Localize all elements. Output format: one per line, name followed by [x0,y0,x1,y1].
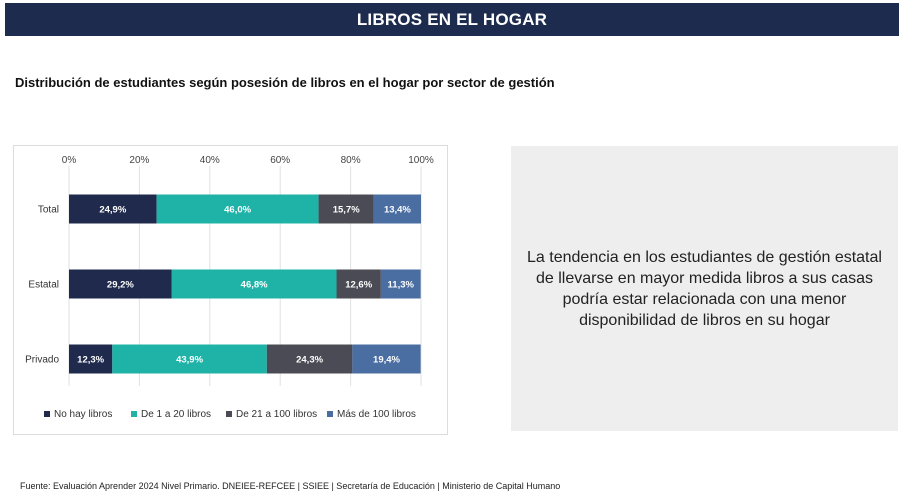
bar-segment [171,269,337,299]
stacked-bar-chart: 0% 20% 40% 60% 80% 100% Total 24,9% 46,0% 15,7% 13… [25,155,434,420]
bar-segment [112,344,267,374]
bar-segment [156,194,319,224]
note-panel: La tendencia en los estudiantes de gesti… [511,146,898,431]
bar-segment [373,194,421,224]
data-label: 12,6% [345,280,372,291]
bar-segment [69,269,172,299]
x-tick-label: 100% [408,155,434,166]
x-tick-label: 60% [270,155,290,166]
chart-subtitle: Distribución de estudiantes según posesi… [15,75,555,90]
legend-entry: De 21 a 100 libros [236,409,317,420]
page-title-banner: LIBROS EN EL HOGAR [5,3,899,36]
bar-segment [266,344,353,374]
chart-panel: 0% 20% 40% 60% 80% 100% Total 24,9% 46,0% 15,7% 13… [13,145,448,435]
legend-entry: Más de 100 libros [337,409,416,420]
data-label: 46,8% [241,280,268,291]
data-label: 12,3% [77,355,104,366]
data-label: 29,2% [107,280,134,291]
data-label: 15,7% [333,205,360,216]
data-label: 24,3% [296,355,323,366]
bar-segment [380,269,421,299]
note-text: La tendencia en los estudiantes de gesti… [527,248,882,329]
data-label: 11,3% [388,280,415,291]
x-tick-label: 0% [62,155,77,166]
bar-segment [318,194,374,224]
legend-swatch [327,411,333,417]
x-tick-label: 20% [129,155,149,166]
bar-segment [69,344,113,374]
page-title: LIBROS EN EL HOGAR [356,9,548,29]
category-label: Total [38,205,59,216]
data-label: 24,9% [99,205,126,216]
legend-swatch [44,411,50,417]
data-label: 43,9% [176,355,203,366]
data-label: 13,4% [384,205,411,216]
data-label: 19,4% [373,355,400,366]
bar-segment [352,344,421,374]
source-footnote: Fuente: Evaluación Aprender 2024 Nivel P… [20,481,561,491]
bar-segment [69,194,157,224]
data-label: 46,0% [224,205,251,216]
category-label: Privado [25,355,59,366]
legend-entry: No hay libros [54,409,112,420]
legend-swatch [131,411,137,417]
x-tick-label: 80% [341,155,361,166]
category-label: Estatal [28,280,59,291]
x-tick-label: 40% [200,155,220,166]
bar-segment [336,269,381,299]
legend-swatch [226,411,232,417]
legend-entry: De 1 a 20 libros [141,409,211,420]
